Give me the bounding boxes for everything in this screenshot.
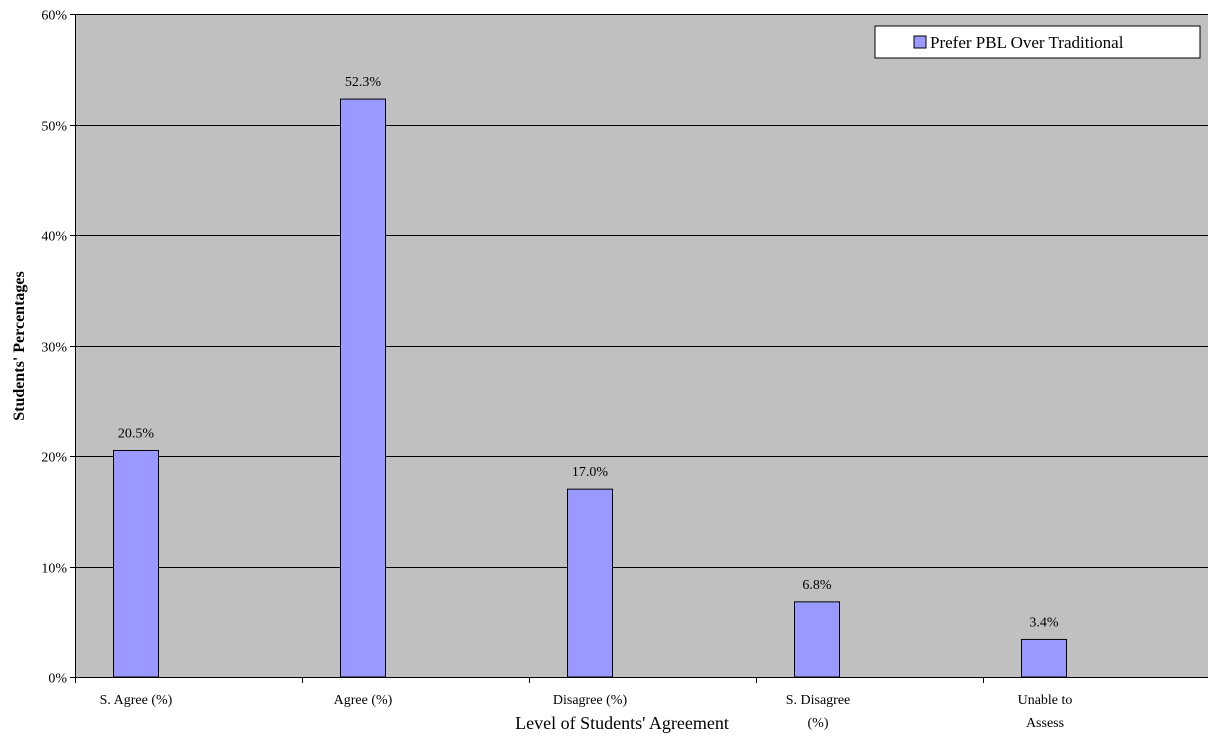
y-axis-title: Students' Percentages: [11, 271, 28, 420]
legend: Prefer PBL Over Traditional: [874, 25, 1201, 59]
x-tick-label: Assess: [1026, 716, 1064, 731]
x-tick-label: S. Agree (%): [100, 693, 173, 708]
y-tick-labels: 0% 10% 20% 30% 40% 50% 60%: [41, 9, 67, 687]
plot-area: [75, 14, 1208, 677]
y-tick-label: 0%: [48, 672, 67, 687]
data-label: 3.4%: [1029, 615, 1059, 630]
data-labels: 20.5% 52.3% 17.0% 6.8% 3.4%: [118, 75, 1059, 630]
legend-series-label: Prefer PBL Over Traditional: [930, 33, 1124, 52]
bar: [113, 449, 159, 678]
x-tick-label: (%): [808, 716, 829, 731]
data-label: 17.0%: [572, 465, 609, 480]
data-label: 6.8%: [802, 578, 832, 593]
x-tick-label: Unable to: [1018, 693, 1073, 708]
data-label: 20.5%: [118, 426, 155, 441]
axes: [70, 14, 1208, 683]
bar: [1021, 638, 1067, 678]
grid-lines: [75, 14, 1208, 568]
y-tick-label: 50%: [41, 120, 67, 135]
y-tick-label: 30%: [41, 341, 67, 356]
bar: [340, 98, 386, 678]
bars: [113, 98, 1067, 678]
y-tick-label: 40%: [41, 230, 67, 245]
x-tick-label: S. Disagree: [786, 693, 851, 708]
x-axis-title: Level of Students' Agreement: [515, 713, 729, 733]
bar: [794, 601, 840, 678]
y-tick-label: 60%: [41, 9, 67, 24]
y-tick-label: 10%: [41, 562, 67, 577]
x-tick-label: Agree (%): [334, 693, 393, 708]
y-tick-label: 20%: [41, 451, 67, 466]
x-tick-label: Disagree (%): [553, 693, 628, 708]
x-tick-labels: S. Agree (%) Agree (%) Disagree (%) S. Disa…: [100, 693, 1073, 731]
data-label: 52.3%: [345, 75, 382, 90]
bar: [567, 488, 613, 678]
legend-box: [874, 25, 1201, 59]
legend-swatch: [913, 35, 927, 49]
